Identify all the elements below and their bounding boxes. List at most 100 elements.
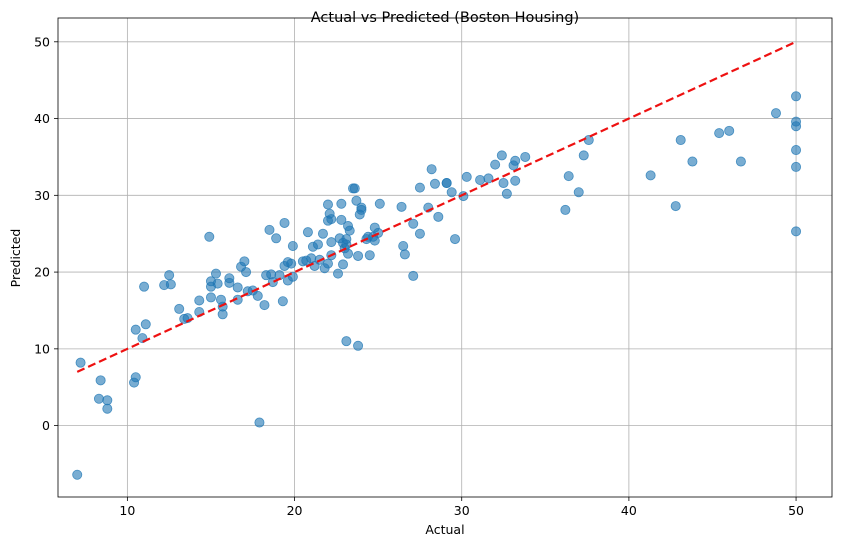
data-point — [490, 159, 501, 170]
data-point — [670, 201, 681, 212]
data-point — [510, 155, 521, 166]
data-point — [277, 296, 288, 307]
data-point — [264, 224, 275, 235]
data-point — [791, 91, 802, 102]
data-point — [210, 268, 221, 279]
data-point — [735, 156, 746, 167]
data-point — [312, 239, 323, 250]
data-point — [560, 204, 571, 215]
data-point — [326, 214, 337, 225]
data-point — [93, 393, 104, 404]
data-point — [254, 417, 265, 428]
data-point — [496, 150, 507, 161]
data-point — [239, 256, 250, 267]
data-point — [271, 233, 282, 244]
data-point — [174, 303, 185, 314]
data-point — [770, 108, 781, 119]
data-point — [675, 135, 686, 146]
data-point — [501, 188, 512, 199]
y-tick-label: 50 — [34, 34, 50, 49]
y-axis-label: Predicted — [8, 229, 23, 288]
y-tick-label: 20 — [34, 265, 50, 280]
data-point — [287, 240, 298, 251]
data-point — [72, 469, 83, 480]
data-point — [714, 128, 725, 139]
data-point — [398, 240, 409, 251]
grid-layer — [58, 18, 832, 497]
data-point — [356, 204, 367, 215]
data-point — [353, 340, 364, 351]
data-point — [498, 178, 509, 189]
y-tick-label: 0 — [42, 418, 50, 433]
ticks-layer: 10 20 30 40 50 0 10 20 30 40 50 — [34, 34, 804, 518]
points-layer — [72, 91, 802, 480]
chart-title: Actual vs Predicted (Boston Housing) — [311, 10, 579, 26]
x-axis-label: Actual — [425, 522, 464, 537]
data-point — [343, 248, 354, 259]
x-tick-label: 20 — [287, 503, 303, 518]
data-point — [441, 178, 452, 189]
data-point — [446, 187, 457, 198]
data-point — [408, 270, 419, 281]
data-point — [322, 258, 333, 269]
data-point — [645, 170, 656, 181]
data-point — [374, 198, 385, 209]
data-point — [130, 324, 141, 335]
data-point — [399, 249, 410, 260]
data-point — [344, 225, 355, 236]
data-point — [341, 336, 352, 347]
data-point — [286, 258, 297, 269]
data-point — [75, 357, 86, 368]
data-point — [164, 270, 175, 281]
data-point — [414, 228, 425, 239]
data-point — [364, 250, 375, 261]
data-point — [326, 237, 337, 248]
y-tick-label: 30 — [34, 188, 50, 203]
data-point — [140, 319, 151, 330]
data-point — [341, 234, 352, 245]
data-point — [573, 187, 584, 198]
data-point — [791, 145, 802, 156]
data-point — [791, 161, 802, 172]
x-tick-label: 30 — [454, 503, 470, 518]
data-point — [267, 277, 278, 288]
x-tick-label: 10 — [119, 503, 135, 518]
data-point — [302, 227, 313, 238]
data-point — [414, 182, 425, 193]
data-point — [259, 300, 270, 311]
data-point — [279, 217, 290, 228]
data-point — [483, 173, 494, 184]
data-point — [102, 395, 113, 406]
x-tick-label: 40 — [621, 503, 637, 518]
data-point — [510, 175, 521, 186]
plot-frame — [57, 17, 833, 498]
data-point — [429, 178, 440, 189]
data-point — [333, 268, 344, 279]
data-point — [165, 279, 176, 290]
y-tick-label: 10 — [34, 341, 50, 356]
data-point — [450, 234, 461, 245]
data-point — [520, 151, 531, 162]
data-point — [724, 125, 735, 136]
data-point — [396, 201, 407, 212]
data-point — [217, 309, 228, 320]
data-point — [433, 211, 444, 222]
data-point — [204, 231, 215, 242]
data-point — [336, 214, 347, 225]
data-point — [349, 183, 360, 194]
data-point — [252, 290, 263, 301]
data-point — [408, 218, 419, 229]
data-point — [426, 164, 437, 175]
data-point — [212, 278, 223, 289]
data-point — [578, 150, 589, 161]
data-point — [563, 171, 574, 182]
data-point — [338, 259, 349, 270]
data-point — [95, 375, 106, 386]
data-point — [322, 199, 333, 210]
data-point — [130, 372, 141, 383]
data-point — [791, 226, 802, 237]
data-point — [232, 282, 243, 293]
data-point — [241, 267, 252, 278]
data-point — [224, 277, 235, 288]
